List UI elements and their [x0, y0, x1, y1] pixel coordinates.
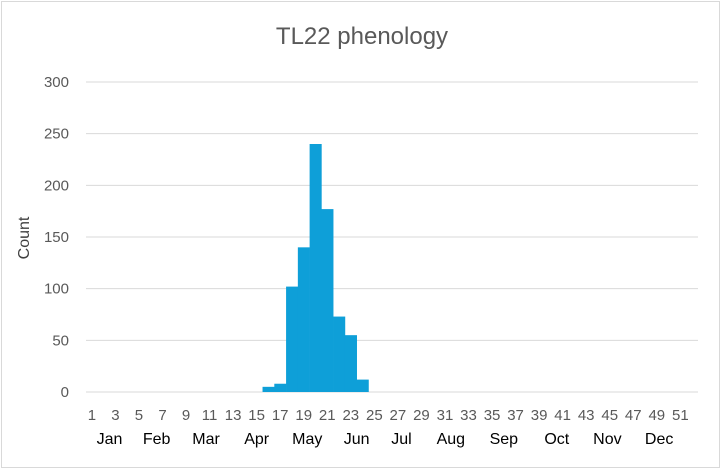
bar: [286, 286, 299, 392]
x-tick-label: 39: [531, 407, 548, 424]
x-tick-label: 49: [648, 407, 665, 424]
bar: [356, 379, 369, 392]
y-tick-label: 100: [44, 281, 69, 298]
y-tick-label: 200: [44, 177, 69, 194]
month-label: May: [292, 431, 322, 448]
month-label: Jul: [391, 431, 411, 448]
x-tick-label: 47: [625, 407, 642, 424]
x-tick-label: 27: [390, 407, 407, 424]
gridlines: [86, 81, 698, 393]
x-tick-label: 37: [507, 407, 524, 424]
x-tick-label: 15: [248, 407, 265, 424]
bar: [274, 383, 287, 392]
x-tick-label: 21: [319, 407, 336, 424]
x-tick-label: 17: [272, 407, 289, 424]
x-tick-label: 3: [111, 407, 119, 424]
month-label: Apr: [244, 431, 270, 448]
bars: [262, 144, 369, 392]
month-label: Feb: [143, 431, 171, 448]
bar: [262, 386, 275, 392]
month-label: Jan: [97, 431, 123, 448]
chart-title: TL22 phenology: [276, 23, 448, 50]
x-tick-label: 51: [672, 407, 689, 424]
x-tick-label: 7: [158, 407, 166, 424]
x-tick-label: 9: [182, 407, 190, 424]
x-tick-label: 11: [202, 407, 218, 424]
x-tick-label: 13: [225, 407, 242, 424]
x-tick-label: 31: [437, 407, 454, 424]
x-tick-label: 1: [88, 407, 96, 424]
x-tick-label: 45: [601, 407, 618, 424]
y-tick-label: 50: [52, 332, 69, 349]
y-tick-label: 0: [61, 384, 69, 401]
x-tick-label: 33: [460, 407, 477, 424]
x-tick-label: 41: [554, 407, 571, 424]
x-tick-label: 23: [342, 407, 359, 424]
x-tick-label: 5: [135, 407, 143, 424]
month-label: Mar: [192, 431, 220, 448]
y-axis-label: Count: [16, 216, 33, 259]
month-label: Sep: [490, 431, 519, 448]
x-tick-label: 29: [413, 407, 430, 424]
bar: [297, 247, 310, 392]
y-tick-label: 250: [44, 126, 69, 143]
bar: [333, 316, 346, 392]
y-tick-label: 300: [44, 74, 69, 91]
month-label: Dec: [645, 431, 673, 448]
bar: [309, 144, 322, 392]
y-tick-label: 150: [44, 229, 69, 246]
x-tick-label: 25: [366, 407, 383, 424]
month-label: Nov: [593, 431, 621, 448]
month-label: Jun: [344, 431, 370, 448]
x-tick-label: 19: [295, 407, 312, 424]
bar: [321, 209, 334, 392]
month-label: Oct: [544, 431, 569, 448]
month-label: Aug: [437, 431, 465, 448]
x-tick-label: 35: [484, 407, 501, 424]
chart-frame: TL22 phenology Count 0 50 100 150 200 250 300 …: [1, 1, 720, 468]
bar: [344, 335, 357, 392]
y-tick-labels: 0 50 100 150 200 250 300: [44, 74, 69, 401]
x-tick-labels: 1 3 5 7 9 11 13 15 17 19 21 23 25 27 29 31 33 35 37 39 41 43 4…: [88, 407, 689, 424]
month-labels: Jan Feb Mar Apr May Jun Jul Aug Sep Oct Nov Dec: [97, 431, 674, 448]
x-tick-label: 43: [578, 407, 595, 424]
chart-svg: TL22 phenology Count 050100150200250300 …: [16, 23, 698, 448]
